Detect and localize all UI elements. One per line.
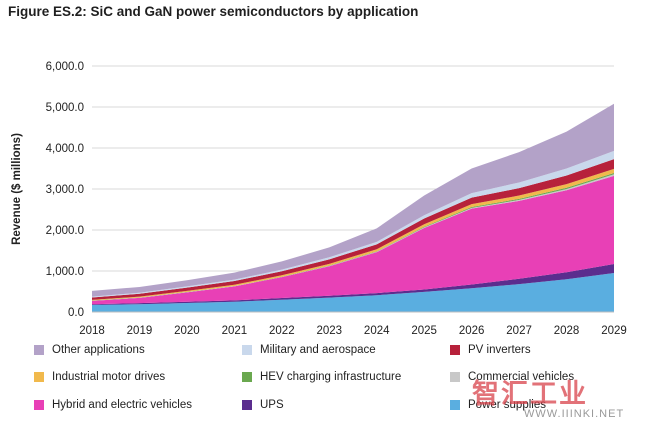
legend-item: PV inverters — [450, 344, 531, 356]
legend-item: Power supplies — [450, 399, 546, 411]
legend-swatch — [242, 372, 252, 382]
legend-item: HEV charging infrastructure — [242, 371, 401, 383]
legend-label: Power supplies — [468, 399, 546, 411]
legend-item: Industrial motor drives — [34, 371, 165, 383]
legend-swatch — [450, 345, 460, 355]
legend-swatch — [450, 372, 460, 382]
watermark-url: WWW.IIINKI.NET — [524, 408, 625, 420]
y-tick-label: 0.0 — [68, 307, 84, 319]
legend-swatch — [34, 400, 44, 410]
figure-title: Figure ES.2: SiC and GaN power semicondu… — [8, 4, 419, 19]
tick-labels: 0.0 1,000.0 2,000.0 3,000.0 4,000.0 5,000.0 6,… — [11, 61, 627, 337]
legend-label: Hybrid and electric vehicles — [52, 399, 192, 411]
area-series-power-supplies — [92, 273, 614, 312]
legend-swatch — [34, 345, 44, 355]
area-series-hybrid-and-electric-vehicles — [92, 175, 614, 305]
legend-swatch — [450, 400, 460, 410]
x-tick-label: 2029 — [601, 325, 627, 337]
legend-item: Other applications — [34, 344, 145, 356]
legend-label: PV inverters — [468, 344, 531, 356]
x-tick-label: 2019 — [127, 325, 153, 337]
x-tick-label: 2021 — [222, 325, 248, 337]
y-axis-title: Revenue ($ millions) — [11, 133, 23, 245]
legend-label: Commercial vehicles — [468, 371, 575, 383]
y-tick-label: 2,000.0 — [46, 225, 84, 237]
legend-label: HEV charging infrastructure — [260, 371, 402, 383]
watermark-logo: 智汇工业 — [472, 379, 588, 410]
area-series-group — [92, 103, 614, 312]
x-tick-label: 2018 — [79, 325, 105, 337]
legend-swatch — [242, 345, 252, 355]
legend-item: Military and aerospace — [242, 344, 376, 356]
legend-label: Industrial motor drives — [52, 371, 166, 383]
legend-swatch — [242, 400, 252, 410]
legend-item: Commercial vehicles — [450, 371, 574, 383]
y-tick-label: 5,000.0 — [46, 102, 84, 114]
x-tick-label: 2020 — [174, 325, 200, 337]
area-series-ups — [92, 264, 614, 306]
y-tick-label: 6,000.0 — [46, 61, 84, 73]
y-tick-label: 3,000.0 — [46, 184, 84, 196]
legend-label: Other applications — [52, 344, 145, 356]
x-tick-label: 2025 — [411, 325, 437, 337]
legend-label: Military and aerospace — [260, 344, 376, 356]
legend-swatch — [34, 372, 44, 382]
y-tick-label: 4,000.0 — [46, 143, 84, 155]
x-tick-label: 2028 — [554, 325, 580, 337]
x-tick-label: 2023 — [316, 325, 342, 337]
x-tick-label: 2024 — [364, 325, 390, 337]
y-tick-label: 1,000.0 — [46, 266, 84, 278]
legend-label: UPS — [260, 399, 284, 411]
x-tick-label: 2027 — [506, 325, 532, 337]
legend-item: UPS — [242, 399, 284, 411]
legend-item: Hybrid and electric vehicles — [34, 399, 192, 411]
x-tick-label: 2026 — [459, 325, 485, 337]
x-tick-label: 2022 — [269, 325, 295, 337]
area-series-commercial-vehicles — [92, 174, 614, 301]
